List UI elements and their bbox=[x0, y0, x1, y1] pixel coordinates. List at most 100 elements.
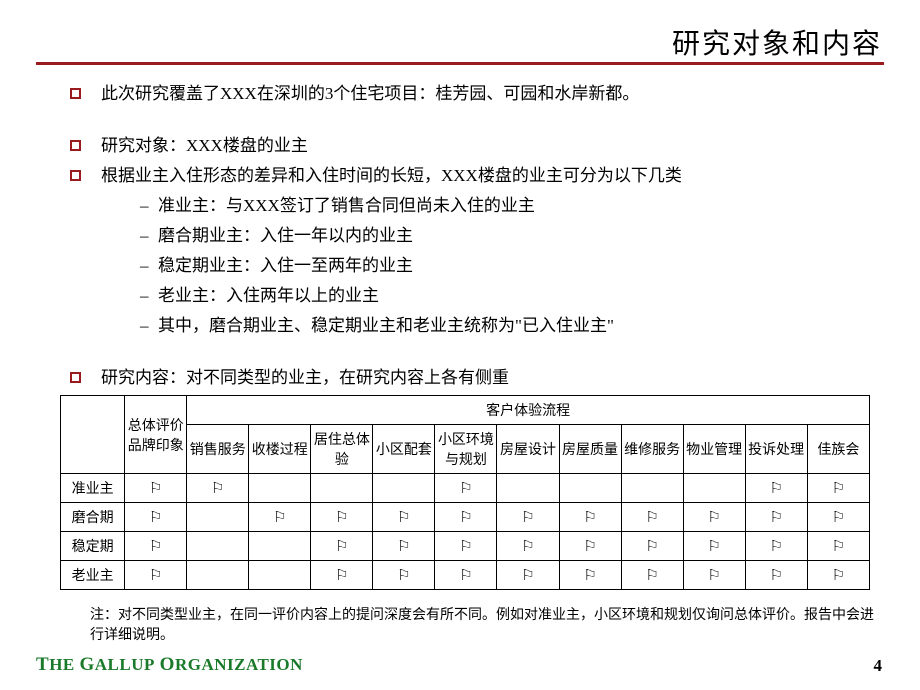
sub-bullet: –老业主：入住两年以上的业主 bbox=[140, 284, 870, 308]
flag-icon: ⚐ bbox=[707, 509, 720, 526]
col-header: 小区配套 bbox=[373, 425, 435, 474]
flag-icon: ⚐ bbox=[149, 567, 162, 584]
matrix-table: 总体评价品牌印象 客户体验流程 销售服务收楼过程居住总体验小区配套小区环境与规划… bbox=[60, 395, 870, 590]
cell: ⚐ bbox=[249, 503, 311, 532]
cell: ⚐ bbox=[807, 532, 869, 561]
org-letter: T bbox=[36, 654, 49, 675]
cell bbox=[249, 561, 311, 590]
cell-brand: ⚐ bbox=[125, 532, 187, 561]
sub-text: 稳定期业主：入住一至两年的业主 bbox=[158, 254, 413, 278]
cell: ⚐ bbox=[435, 503, 497, 532]
flag-icon: ⚐ bbox=[707, 538, 720, 555]
bullet-text: 此次研究覆盖了XXX在深圳的3个住宅项目：桂芳园、可园和水岸新都。 bbox=[101, 82, 639, 106]
table-row: 准业主 ⚐ ⚐ ⚐ ⚐ ⚐ bbox=[61, 474, 870, 503]
flag-icon: ⚐ bbox=[335, 567, 348, 584]
cell bbox=[373, 474, 435, 503]
table-body: 准业主⚐⚐⚐⚐⚐磨合期⚐⚐⚐⚐⚐⚐⚐⚐⚐⚐⚐稳定期⚐⚐⚐⚐⚐⚐⚐⚐⚐⚐老业主⚐⚐… bbox=[61, 474, 870, 590]
sub-text: 准业主：与XXX签订了销售合同但尚未入住的业主 bbox=[158, 194, 535, 218]
cell: ⚐ bbox=[807, 561, 869, 590]
bullet-3: 根据业主入住形态的差异和入住时间的长短，XXX楼盘的业主可分为以下几类 bbox=[70, 164, 870, 188]
flag-icon: ⚐ bbox=[769, 567, 782, 584]
dash-marker: – bbox=[140, 224, 158, 248]
footer-organization: THE GALLUP ORGANIZATION bbox=[36, 654, 303, 676]
cell: ⚐ bbox=[621, 561, 683, 590]
slide-page: 研究对象和内容 此次研究覆盖了XXX在深圳的3个住宅项目：桂芳园、可园和水岸新都… bbox=[0, 0, 920, 690]
flag-icon: ⚐ bbox=[645, 538, 658, 555]
flag-icon: ⚐ bbox=[149, 509, 162, 526]
flag-icon: ⚐ bbox=[583, 567, 596, 584]
cell bbox=[497, 474, 559, 503]
flag-icon: ⚐ bbox=[397, 509, 410, 526]
col-brand-header: 总体评价品牌印象 bbox=[125, 396, 187, 474]
flag-icon: ⚐ bbox=[832, 480, 845, 497]
org-letter: G bbox=[80, 654, 95, 675]
org-text: RGANIZATION bbox=[175, 655, 303, 674]
flag-icon: ⚐ bbox=[211, 480, 224, 497]
cell: ⚐ bbox=[187, 474, 249, 503]
flag-icon: ⚐ bbox=[832, 567, 845, 584]
col-header: 房屋质量 bbox=[559, 425, 621, 474]
sub-bullet: –准业主：与XXX签订了销售合同但尚未入住的业主 bbox=[140, 194, 870, 218]
cell: ⚐ bbox=[373, 532, 435, 561]
bullet-text: 研究内容：对不同类型的业主，在研究内容上各有侧重 bbox=[101, 366, 509, 390]
cell: ⚐ bbox=[311, 503, 373, 532]
col-header: 物业管理 bbox=[683, 425, 745, 474]
col-header: 房屋设计 bbox=[497, 425, 559, 474]
cell bbox=[249, 474, 311, 503]
cell-brand: ⚐ bbox=[125, 474, 187, 503]
cell: ⚐ bbox=[745, 532, 807, 561]
flag-icon: ⚐ bbox=[769, 538, 782, 555]
cell: ⚐ bbox=[497, 532, 559, 561]
flag-icon: ⚐ bbox=[397, 567, 410, 584]
flag-icon: ⚐ bbox=[832, 538, 845, 555]
page-title: 研究对象和内容 bbox=[672, 22, 882, 62]
cell: ⚐ bbox=[497, 561, 559, 590]
col-group-header: 客户体验流程 bbox=[187, 396, 870, 425]
row-label: 老业主 bbox=[61, 561, 125, 590]
bullet-marker bbox=[70, 170, 81, 181]
dash-marker: – bbox=[140, 194, 158, 218]
flag-icon: ⚐ bbox=[521, 509, 534, 526]
sub-bullet: –其中，磨合期业主、稳定期业主和老业主统称为"已入住业主" bbox=[140, 314, 870, 338]
cell: ⚐ bbox=[621, 503, 683, 532]
org-letter: O bbox=[160, 654, 175, 675]
col-header: 维修服务 bbox=[621, 425, 683, 474]
flag-icon: ⚐ bbox=[645, 509, 658, 526]
flag-icon: ⚐ bbox=[459, 567, 472, 584]
cell: ⚐ bbox=[683, 561, 745, 590]
content-block: 此次研究覆盖了XXX在深圳的3个住宅项目：桂芳园、可园和水岸新都。 研究对象：X… bbox=[70, 82, 870, 396]
flag-icon: ⚐ bbox=[583, 509, 596, 526]
cell: ⚐ bbox=[559, 561, 621, 590]
org-text: ALLUP bbox=[95, 655, 155, 674]
cell: ⚐ bbox=[745, 503, 807, 532]
cell: ⚐ bbox=[373, 561, 435, 590]
cell-brand: ⚐ bbox=[125, 503, 187, 532]
flag-icon: ⚐ bbox=[335, 538, 348, 555]
cell bbox=[187, 503, 249, 532]
header-row-1: 总体评价品牌印象 客户体验流程 bbox=[61, 396, 870, 425]
cell: ⚐ bbox=[683, 532, 745, 561]
flag-icon: ⚐ bbox=[707, 567, 720, 584]
cell: ⚐ bbox=[435, 474, 497, 503]
dash-marker: – bbox=[140, 254, 158, 278]
cell bbox=[249, 532, 311, 561]
cell: ⚐ bbox=[683, 503, 745, 532]
bullet-marker bbox=[70, 88, 81, 99]
title-rule bbox=[36, 62, 884, 65]
col-header: 投诉处理 bbox=[745, 425, 807, 474]
col-header: 销售服务 bbox=[187, 425, 249, 474]
flag-icon: ⚐ bbox=[149, 480, 162, 497]
cell bbox=[683, 474, 745, 503]
sub-text: 老业主：入住两年以上的业主 bbox=[158, 284, 379, 308]
cell bbox=[311, 474, 373, 503]
dash-marker: – bbox=[140, 314, 158, 338]
table-head: 总体评价品牌印象 客户体验流程 销售服务收楼过程居住总体验小区配套小区环境与规划… bbox=[61, 396, 870, 474]
flag-icon: ⚐ bbox=[397, 538, 410, 555]
flag-icon: ⚐ bbox=[335, 509, 348, 526]
cell: ⚐ bbox=[745, 474, 807, 503]
cell: ⚐ bbox=[559, 532, 621, 561]
flag-icon: ⚐ bbox=[769, 509, 782, 526]
flag-icon: ⚐ bbox=[832, 509, 845, 526]
cell: ⚐ bbox=[559, 503, 621, 532]
row-label: 准业主 bbox=[61, 474, 125, 503]
